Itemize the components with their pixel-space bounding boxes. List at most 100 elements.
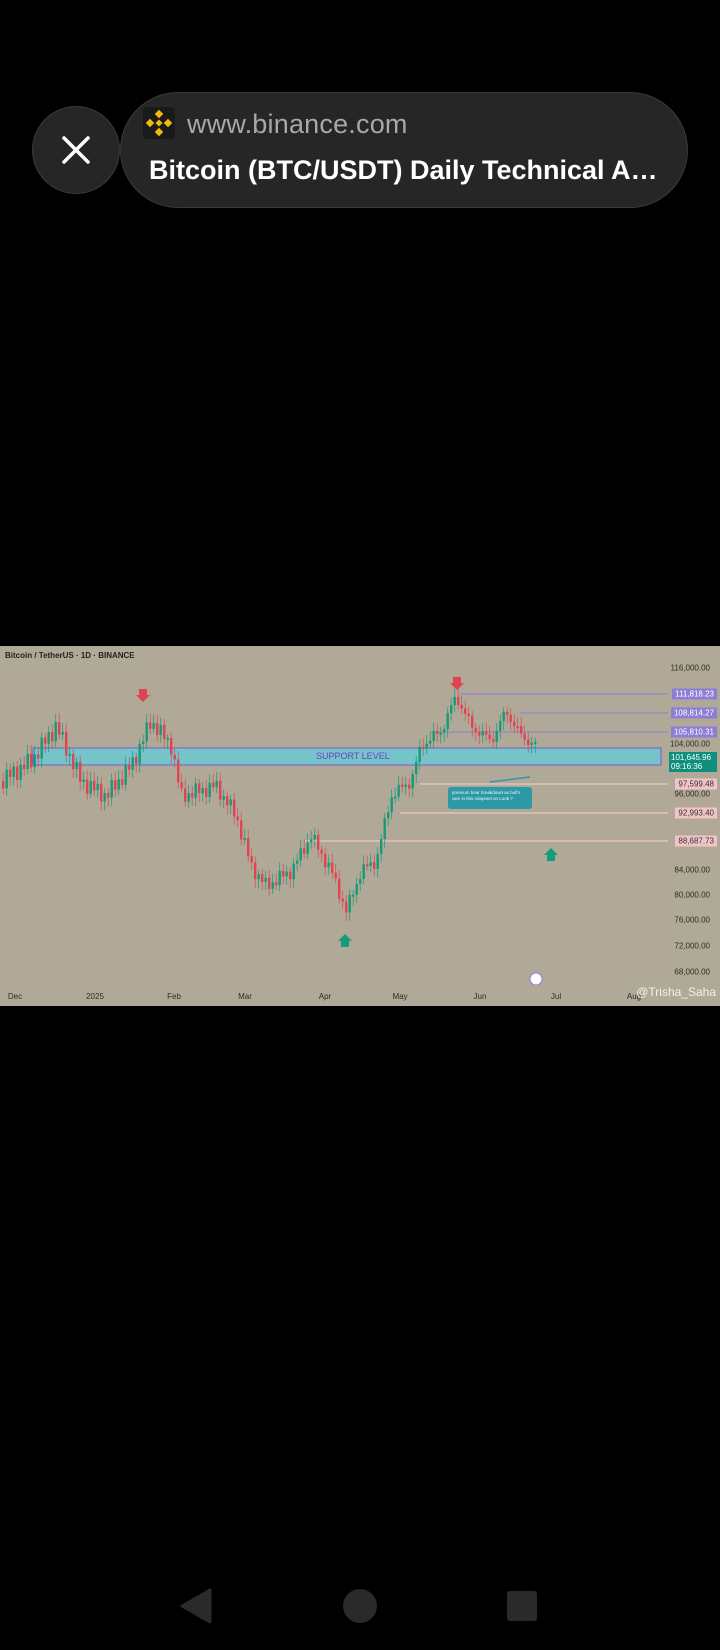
candle-body (292, 863, 295, 880)
candle-body (159, 724, 162, 736)
candle-body (303, 848, 306, 854)
y-tick-label: 104,000.00 (669, 739, 710, 749)
candle-body (317, 834, 320, 850)
candle-body (187, 793, 190, 802)
x-tick-label: May (392, 992, 408, 1001)
candle-body (149, 722, 152, 729)
candle-body (443, 729, 446, 733)
candle-body (268, 877, 271, 889)
candle-body (425, 743, 428, 749)
candle-body (170, 738, 173, 755)
candle-body (205, 787, 208, 797)
candle-countdown: 09:16:36 (671, 762, 703, 771)
candle-body (345, 901, 348, 913)
candle-body (44, 737, 47, 744)
level-badge: 111,818.23 (672, 688, 717, 700)
candle-body (394, 796, 397, 799)
candle-body (117, 779, 120, 790)
candle-body (163, 724, 166, 739)
candle-body (215, 780, 218, 788)
candle-body (373, 862, 376, 869)
candle-body (9, 769, 12, 777)
x-tick-label: Aug (626, 992, 642, 1001)
candle-body (40, 737, 43, 759)
candle-body (485, 731, 488, 735)
candle-body (12, 766, 15, 777)
url-title-pill[interactable]: www.binance.com Bitcoin (BTC/USDT) Daily… (120, 92, 688, 208)
level-badge: 88,687.73 (675, 835, 717, 847)
candle-body (128, 765, 131, 770)
candle-body (387, 812, 390, 819)
candle-body (324, 853, 327, 868)
current-price-box: 101,645.96 09:16:36 (669, 752, 717, 772)
candle-body (103, 793, 106, 802)
candle-body (54, 722, 57, 742)
candle-body (467, 713, 470, 716)
candlestick-chart (2, 677, 668, 986)
candle-body (131, 757, 134, 770)
candle-body (334, 872, 337, 879)
candle-body (30, 753, 33, 768)
back-button[interactable] (176, 1586, 216, 1626)
candle-body (5, 769, 8, 789)
chart-image: Bitcoin / TetherUS · 1D · BINANCE 116,00… (0, 646, 720, 1006)
y-tick-label: 72,000.00 (674, 941, 710, 951)
candle-body (47, 732, 50, 744)
candle-body (390, 797, 393, 813)
candle-body (121, 779, 124, 785)
candle-body (355, 883, 358, 895)
level-badge: 97,599.48 (675, 778, 717, 790)
candle-body (289, 871, 292, 880)
lightning-icon (529, 972, 543, 986)
annotation-note: premium bear breakdown as bull's own in … (448, 787, 532, 809)
candle-body (110, 780, 113, 798)
candle-body (250, 856, 253, 863)
recents-button[interactable] (502, 1586, 542, 1626)
candle-body (100, 783, 103, 802)
candle-body (520, 726, 523, 734)
candle-body (523, 733, 526, 740)
candle-body (173, 754, 176, 760)
y-tick-label: 76,000.00 (674, 915, 710, 925)
close-button[interactable] (32, 106, 120, 194)
candle-body (208, 782, 211, 797)
candle-body (257, 874, 260, 880)
candle-body (82, 779, 85, 782)
candle-body (310, 839, 313, 843)
candle-body (254, 862, 257, 880)
x-tick-label: Mar (238, 992, 252, 1001)
candle-body (429, 740, 432, 744)
candle-body (243, 838, 246, 841)
candle-body (180, 782, 183, 789)
candle-body (341, 898, 344, 902)
candle-body (198, 783, 201, 794)
home-button[interactable] (340, 1586, 380, 1626)
level-badge: 105,810.31 (670, 726, 717, 738)
candle-body (124, 765, 127, 785)
signal-arrow (338, 934, 352, 947)
candle-body (313, 834, 316, 840)
signal-arrow (136, 689, 150, 702)
candle-body (19, 764, 22, 780)
candle-body (464, 708, 467, 714)
candle-body (450, 705, 453, 714)
candle-body (404, 784, 407, 787)
candle-body (436, 730, 439, 734)
candle-body (422, 746, 425, 749)
candle-body (338, 878, 341, 899)
binance-logo-icon (143, 107, 175, 139)
candle-body (72, 754, 75, 770)
x-tick-label: 2025 (86, 992, 104, 1001)
candle-body (177, 759, 180, 783)
watermark: @Trisha_Saha (636, 985, 716, 999)
candle-body (415, 761, 418, 775)
candle-body (282, 870, 285, 877)
candle-body (114, 780, 117, 790)
candle-body (61, 731, 64, 735)
candle-body (16, 766, 19, 780)
candle-body (299, 848, 302, 861)
x-tick-label: Dec (7, 992, 23, 1001)
candle-body (530, 742, 533, 746)
candle-body (380, 838, 383, 854)
candle-body (474, 727, 477, 732)
